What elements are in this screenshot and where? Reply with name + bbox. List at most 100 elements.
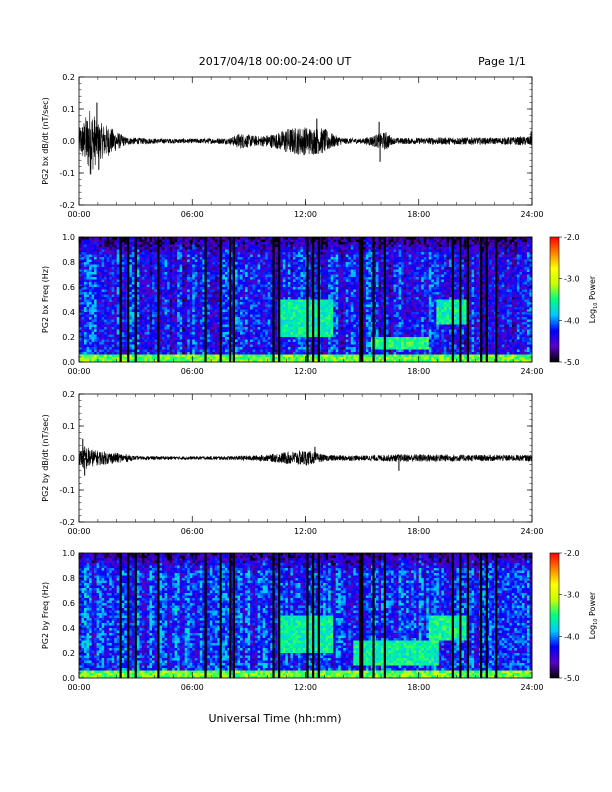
bx-dbdt-panel: 0.2 0.1 0.0 -0.1 -0.200:00 06:00 12:00 18:00 24:… [41,73,544,219]
data-gap-line [127,553,130,678]
data-gap-line [127,237,130,362]
y-tick-label: -0.2 [59,201,75,210]
x-tick-label: 06:00 [181,210,204,219]
y-tick-label: 0.0 [62,454,75,463]
colorbar-strip [549,236,560,363]
data-gap-line [317,553,320,678]
y-axis-label: PG2 by dB/dt (nT/sec) [41,414,50,501]
data-gap-line [278,237,281,362]
data-gap-line [134,553,137,678]
data-gap-line [232,553,235,678]
y-tick-label: 0.1 [62,105,75,114]
data-gap-line [306,553,309,678]
heatmap-cells [79,553,533,679]
data-gap-line [480,237,483,362]
data-gap-line [495,553,498,678]
y-tick-label: 0.6 [62,283,75,292]
y-tick-label: -0.2 [59,518,75,527]
data-gap-line [372,237,375,362]
y-tick-label: 0.2 [62,333,75,342]
header-page: Page 1/1 [478,55,526,68]
data-gap-line [204,553,207,678]
x-tick-label: 18:00 [407,527,430,536]
y-tick-label: -0.1 [59,169,75,178]
x-tick-label: 18:00 [407,683,430,692]
data-gap-line [119,237,122,362]
header-date-range: 2017/04/18 00:00-24:00 UT [199,55,352,68]
bx-freq-panel: 1.0 0.8 0.6 0.4 0.2 0.000:00 06:00 12:00 18:00 24… [41,233,544,376]
data-gap-line [134,237,137,362]
y-tick-label: 0.0 [62,137,75,146]
y-tick-label: 0.8 [62,258,75,267]
data-gap-line [451,237,454,362]
x-tick-label: 24:00 [520,683,543,692]
data-gap-line [157,237,160,362]
data-gap-line [312,553,315,678]
colorbar-strip [549,552,560,679]
y-tick-label: 0.1 [62,422,75,431]
x-axis-title: Universal Time (hh:mm) [209,712,342,725]
data-gap-line [459,553,462,678]
x-tick-label: 00:00 [67,210,90,219]
by-dbdt-panel: 0.2 0.1 0.0 -0.1 -0.200:00 06:00 12:00 18:00 24:… [41,390,544,536]
data-gap-line [372,553,375,678]
y-axis-label: PG2 by Freq (Hz) [41,582,50,649]
data-gap-line [119,553,122,678]
data-gap-line [229,553,232,678]
series-line [78,110,533,175]
data-gap-line [383,237,386,362]
x-tick-label: 00:00 [67,683,90,692]
y-tick-label: 0.4 [62,624,75,633]
y-axis-label: PG2 bx dB/dt (nT/sec) [41,97,50,184]
colorbar-by: -2.0 -3.0 -4.0 -5.0 Log10 Power [549,549,599,683]
data-gap-line [219,237,222,362]
x-tick-label: 24:00 [520,527,543,536]
x-tick-label: 00:00 [67,367,90,376]
x-tick-label: 06:00 [181,367,204,376]
by-freq-panel: 1.0 0.8 0.6 0.4 0.2 0.000:00 06:00 12:00 18:00 24… [41,549,544,692]
data-gap-line [383,553,386,678]
colorbar-tick-label: -4.0 [564,316,580,325]
y-tick-label: 1.0 [62,233,75,242]
data-gap-line [485,237,488,362]
data-gap-line [359,237,362,362]
colorbar-tick-label: -4.0 [564,632,580,641]
data-gap-line [451,553,454,678]
data-gap-line [278,553,281,678]
y-tick-label: 0.8 [62,574,75,583]
data-gap-line [485,553,488,678]
data-gap-line [480,553,483,678]
y-tick-label: 0.2 [62,649,75,658]
data-gap-line [157,553,160,678]
data-gap-line [361,553,364,678]
data-gap-line [466,237,470,362]
data-gap-line [317,237,320,362]
x-tick-label: 12:00 [294,527,317,536]
data-gap-line [272,237,275,362]
data-gap-line [466,553,470,678]
data-gap-line [312,237,315,362]
colorbar-bx: -2.0 -3.0 -4.0 -5.0 Log10 Power [549,233,599,367]
y-tick-label: 0.4 [62,308,75,317]
x-tick-label: 06:00 [181,683,204,692]
colorbar-label: Log10 Power [588,275,599,323]
y-tick-label: 0.2 [62,390,75,399]
y-tick-label: 0.2 [62,73,75,82]
x-tick-label: 12:00 [294,367,317,376]
heatmap-cells [79,237,533,363]
data-gap-line [204,237,207,362]
data-gap-line [459,237,462,362]
data-gap-line [306,237,309,362]
x-tick-label: 18:00 [407,367,430,376]
series-line [78,446,533,469]
data-gap-line [219,553,222,678]
x-tick-label: 24:00 [520,210,543,219]
data-gap-line [495,237,498,362]
data-gap-line [229,237,232,362]
x-tick-label: 12:00 [294,683,317,692]
x-tick-label: 12:00 [294,210,317,219]
x-tick-label: 24:00 [520,367,543,376]
colorbar-tick-label: -3.0 [564,275,580,284]
y-tick-label: -0.1 [59,486,75,495]
